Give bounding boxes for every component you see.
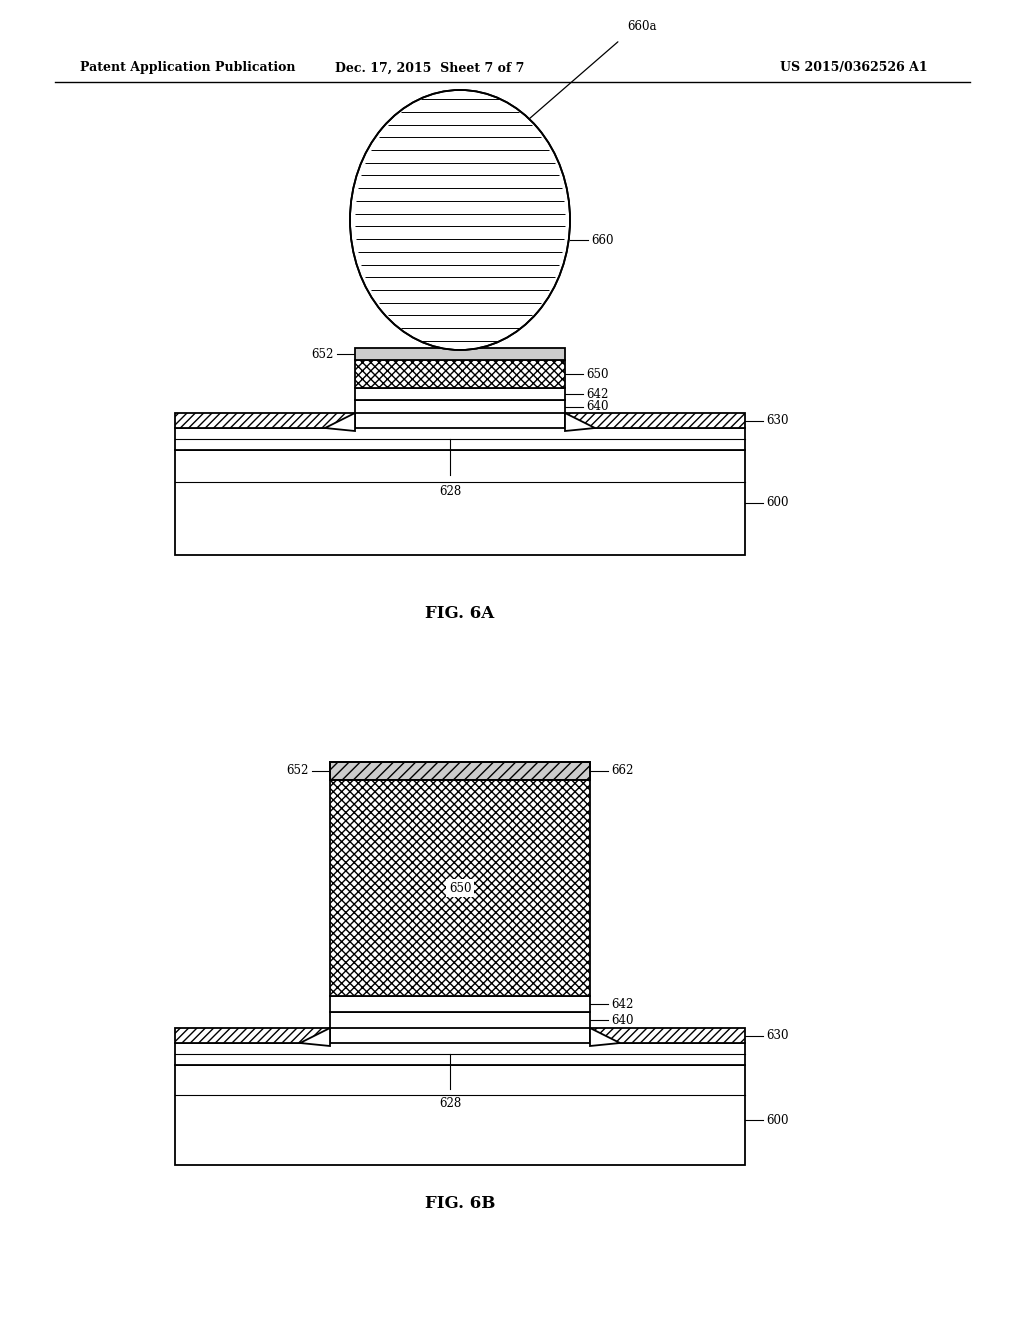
Text: 642: 642	[586, 388, 608, 400]
Bar	[355, 348, 565, 360]
Bar	[330, 1012, 590, 1028]
Bar	[175, 428, 745, 450]
Bar	[355, 400, 565, 413]
Text: Dec. 17, 2015  Sheet 7 of 7: Dec. 17, 2015 Sheet 7 of 7	[335, 62, 524, 74]
Bar	[355, 388, 565, 400]
Bar	[175, 1043, 745, 1065]
Polygon shape	[300, 1028, 330, 1045]
Text: Patent Application Publication: Patent Application Publication	[80, 62, 296, 74]
Polygon shape	[590, 1028, 620, 1045]
Text: 650: 650	[586, 367, 608, 380]
Ellipse shape	[350, 90, 570, 350]
Polygon shape	[325, 413, 355, 432]
Ellipse shape	[350, 90, 570, 350]
Text: 660: 660	[591, 234, 613, 247]
Text: 650: 650	[449, 882, 471, 895]
Bar	[355, 360, 565, 388]
Text: 660a: 660a	[627, 20, 656, 33]
Text: 628: 628	[439, 1097, 461, 1110]
Text: FIG. 6B: FIG. 6B	[425, 1195, 496, 1212]
Bar	[175, 1028, 330, 1043]
Text: 600: 600	[766, 1114, 788, 1126]
Text: 640: 640	[611, 1014, 634, 1027]
Bar	[175, 1065, 745, 1166]
Text: 652: 652	[311, 347, 334, 360]
Text: 628: 628	[439, 484, 461, 498]
Text: 630: 630	[766, 1030, 788, 1041]
Text: FIG. 6A: FIG. 6A	[425, 605, 495, 622]
Text: 600: 600	[766, 496, 788, 510]
Text: 642: 642	[611, 998, 634, 1011]
Polygon shape	[565, 413, 595, 432]
Text: US 2015/0362526 A1: US 2015/0362526 A1	[780, 62, 928, 74]
Bar	[330, 997, 590, 1012]
Text: 630: 630	[766, 414, 788, 426]
Bar	[590, 1028, 745, 1043]
Text: 652: 652	[287, 764, 309, 777]
Text: 640: 640	[586, 400, 608, 413]
Bar	[175, 413, 355, 428]
Bar	[565, 413, 745, 428]
Bar	[175, 450, 745, 554]
Text: 662: 662	[611, 764, 634, 777]
Bar	[330, 762, 590, 780]
Bar	[330, 780, 590, 997]
Bar	[330, 762, 590, 780]
